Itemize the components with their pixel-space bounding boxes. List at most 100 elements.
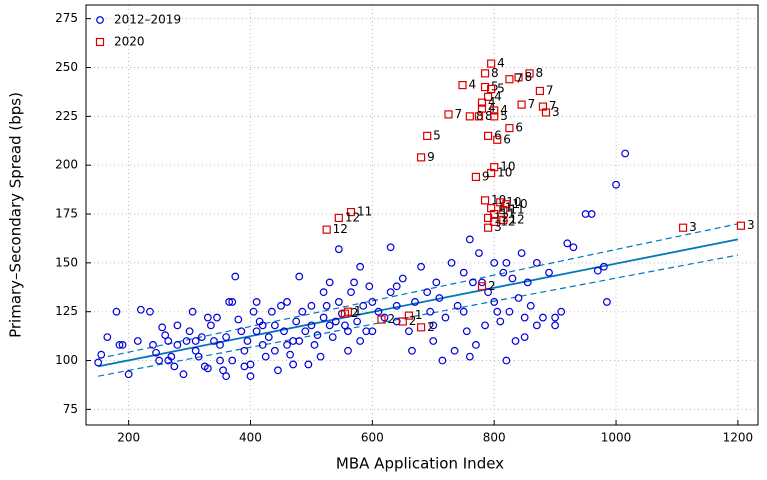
- point: [295, 272, 304, 281]
- point-label: 2: [427, 320, 435, 334]
- point-label: 11: [500, 207, 515, 221]
- point: [258, 341, 267, 349]
- point: [216, 341, 224, 349]
- point-label: 5: [500, 109, 508, 123]
- point-label: 4: [469, 78, 477, 92]
- point-label: 11: [497, 201, 512, 215]
- point: [149, 341, 157, 349]
- point: [252, 327, 261, 336]
- point-label: 7: [528, 97, 536, 111]
- y-axis-title: Primary–Secondary Spread (bps): [7, 92, 25, 338]
- point: [408, 346, 416, 355]
- point: [487, 84, 496, 94]
- point: [340, 309, 350, 318]
- point: [621, 149, 630, 158]
- point-label: 3: [494, 220, 502, 234]
- point-label: 6: [494, 128, 502, 142]
- point: [432, 278, 441, 287]
- point-label: 8: [536, 66, 544, 80]
- point: [459, 268, 468, 277]
- point: [213, 313, 221, 322]
- point: [459, 307, 468, 316]
- point: [526, 301, 535, 310]
- point: [182, 337, 191, 345]
- point: [438, 356, 447, 365]
- point: [283, 341, 291, 349]
- point: [392, 317, 401, 326]
- point: [678, 223, 688, 232]
- x-tick-label: 1000: [601, 431, 632, 445]
- point: [386, 243, 395, 252]
- point: [249, 307, 258, 316]
- point: [270, 321, 279, 330]
- point-label: 8: [525, 70, 533, 84]
- point: [350, 278, 358, 287]
- point: [429, 321, 438, 330]
- point: [505, 123, 514, 133]
- point: [261, 352, 270, 361]
- point-label: 1: [354, 304, 362, 318]
- point-label: 7: [549, 99, 557, 113]
- point: [203, 364, 212, 373]
- point: [736, 221, 746, 230]
- point: [474, 112, 484, 121]
- point: [274, 366, 282, 375]
- point: [277, 301, 285, 310]
- point-label: 10: [512, 197, 527, 211]
- point: [477, 98, 487, 107]
- point: [514, 73, 523, 82]
- point: [197, 333, 206, 341]
- point: [484, 223, 493, 232]
- point: [423, 288, 432, 297]
- point: [264, 333, 273, 341]
- point: [587, 210, 596, 218]
- point-label: 5: [433, 128, 441, 142]
- point: [289, 360, 298, 369]
- point: [532, 258, 541, 267]
- point-label: 3: [747, 218, 755, 232]
- point: [435, 294, 444, 302]
- point: [465, 112, 474, 121]
- point: [496, 198, 505, 207]
- y-tick-label: 250: [55, 60, 78, 74]
- legend-label: 2012–2019: [114, 13, 181, 27]
- point: [475, 249, 483, 257]
- point: [191, 337, 200, 345]
- point: [307, 321, 316, 330]
- point: [310, 341, 319, 349]
- point: [511, 337, 520, 345]
- point: [365, 282, 374, 291]
- point: [94, 358, 103, 367]
- point: [517, 249, 526, 257]
- point: [398, 274, 407, 283]
- point: [356, 337, 365, 345]
- point: [210, 337, 218, 345]
- point: [490, 217, 499, 226]
- point: [240, 346, 249, 355]
- point: [173, 341, 182, 349]
- point-label: 11: [509, 203, 524, 217]
- point: [173, 321, 182, 330]
- point: [219, 366, 227, 375]
- point: [523, 278, 532, 287]
- point: [429, 337, 438, 345]
- y-tick-label: 125: [55, 304, 78, 318]
- point: [225, 298, 234, 306]
- point: [411, 298, 419, 306]
- point-label: 8: [476, 109, 484, 123]
- point: [480, 196, 490, 205]
- point: [368, 298, 377, 306]
- x-tick-label: 1200: [723, 431, 754, 445]
- point: [136, 305, 145, 314]
- y-tick-label: 175: [55, 207, 78, 221]
- point-label: 8: [491, 66, 499, 80]
- point: [505, 307, 514, 316]
- point: [347, 288, 355, 297]
- point: [593, 266, 602, 275]
- point: [258, 321, 267, 330]
- point: [203, 313, 212, 322]
- point: [304, 360, 313, 369]
- point: [188, 307, 197, 316]
- point: [334, 213, 343, 223]
- point: [316, 352, 325, 361]
